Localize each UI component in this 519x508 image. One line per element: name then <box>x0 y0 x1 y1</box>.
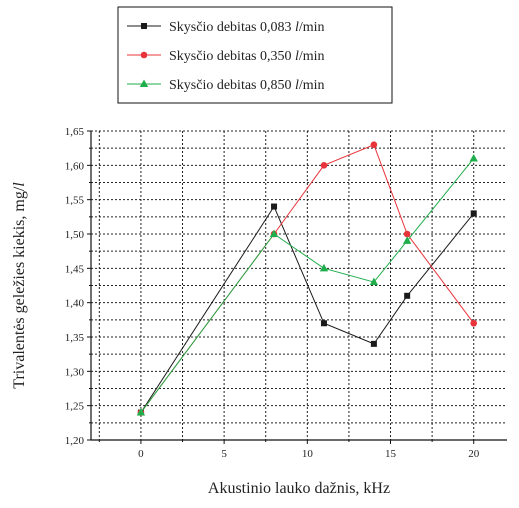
y-tick-label: 1,20 <box>65 435 85 447</box>
legend-label: Skysčio debitas 0,850 l/min <box>169 78 325 93</box>
y-tick-label: 1,65 <box>65 126 85 138</box>
data-point <box>271 204 277 210</box>
data-point <box>371 341 377 347</box>
x-tick-label: 5 <box>221 448 227 460</box>
series-line <box>141 207 474 413</box>
y-tick-label: 1,55 <box>65 195 85 207</box>
x-tick-label: 0 <box>138 448 144 460</box>
x-tick-label: 15 <box>385 448 397 460</box>
data-point <box>321 162 328 169</box>
data-point <box>470 154 478 162</box>
y-tick-label: 1,60 <box>65 160 85 172</box>
data-point <box>404 231 411 238</box>
data-point <box>404 293 410 299</box>
data-point <box>470 320 477 327</box>
axes: 1,20 1,25 1,30 1,35 1,40 1,45 1,50 1,55 1,60 1,65… <box>65 126 507 460</box>
x-tick-label: 10 <box>302 448 314 460</box>
data-point <box>371 141 378 148</box>
legend-marker <box>141 23 147 29</box>
y-tick-label: 1,45 <box>65 263 85 275</box>
legend: Skysčio debitas 0,083 l/min Skysčio debit… <box>118 7 392 103</box>
legend-label: Skysčio debitas 0,350 l/min <box>169 49 325 64</box>
legend-marker <box>141 52 148 59</box>
x-axis-title: Akustinio lauko dažnis, kHz <box>208 480 390 497</box>
y-tick-label: 1,35 <box>65 332 85 344</box>
y-axis-title: Trivalentės geležies kiekis, mg/l <box>11 182 28 389</box>
x-tick-label: 20 <box>468 448 480 460</box>
legend-label: Skysčio debitas 0,083 l/min <box>169 20 325 35</box>
y-tick-label: 1,40 <box>65 298 85 310</box>
data-point <box>321 320 327 326</box>
data-point <box>471 210 477 216</box>
y-tick-label: 1,30 <box>65 366 85 378</box>
data-point <box>320 264 328 272</box>
y-tick-label: 1,50 <box>65 229 85 241</box>
y-tick-label: 1,25 <box>65 401 85 413</box>
